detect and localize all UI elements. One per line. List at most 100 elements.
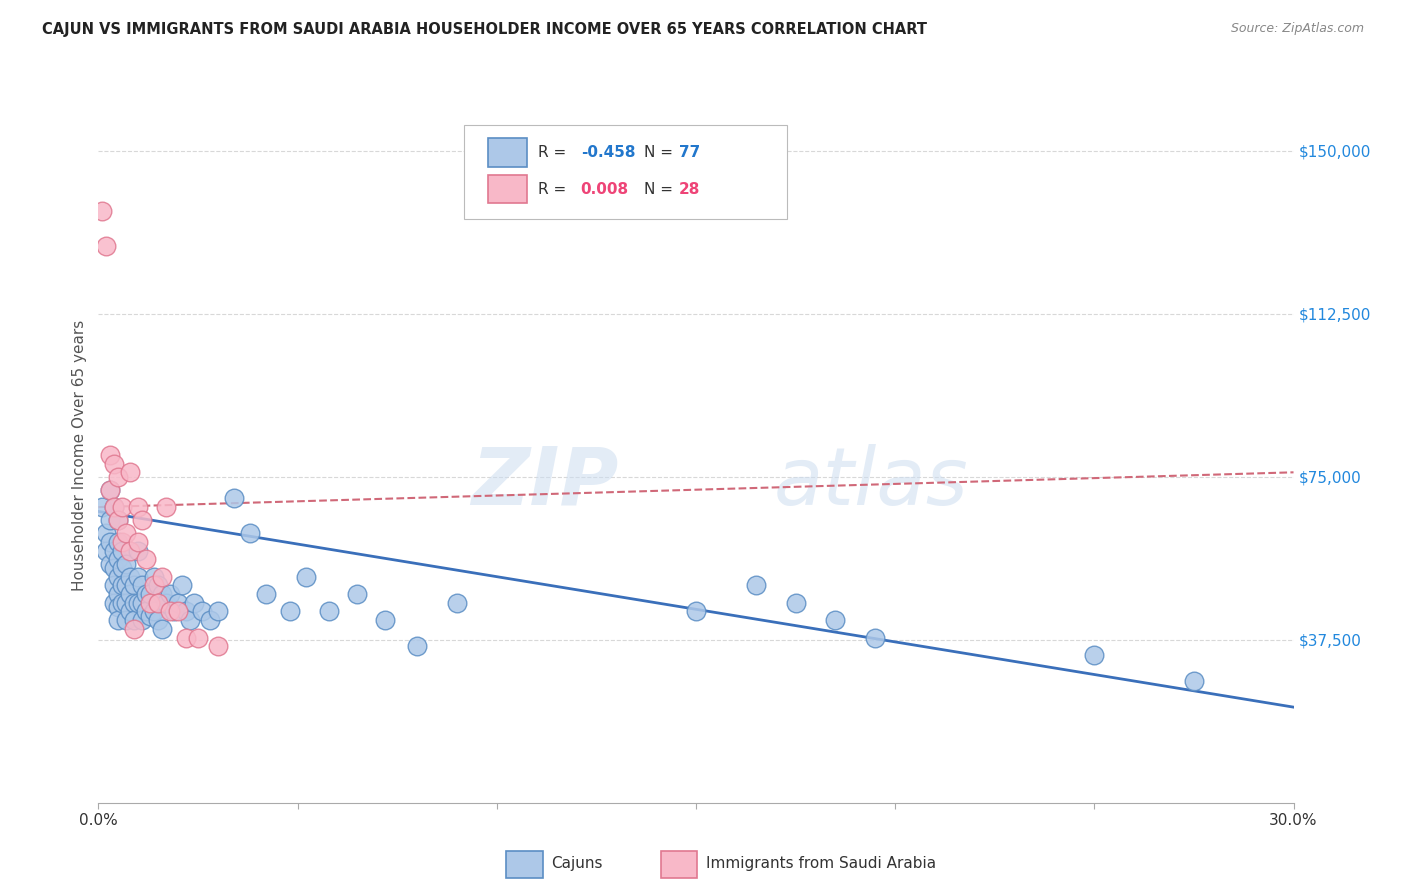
Point [143, 570, 166, 584]
Point [207, 605, 229, 619]
Point [294, 570, 316, 584]
Point [91, 204, 114, 219]
Point [107, 613, 129, 627]
Text: CAJUN VS IMMIGRANTS FROM SAUDI ARABIA HOUSEHOLDER INCOME OVER 65 YEARS CORRELATI: CAJUN VS IMMIGRANTS FROM SAUDI ARABIA HO… [42, 22, 927, 37]
Point [107, 535, 129, 549]
Point [135, 587, 157, 601]
Point [115, 578, 138, 592]
Point [107, 587, 129, 601]
Point [107, 513, 129, 527]
Text: 0.008: 0.008 [581, 182, 628, 196]
Point [111, 561, 134, 575]
Point [103, 457, 125, 471]
Point [111, 596, 134, 610]
Point [346, 587, 368, 601]
Point [124, 578, 146, 592]
Point [124, 596, 146, 610]
Point [167, 596, 190, 610]
Point [150, 587, 173, 601]
Point [406, 639, 429, 653]
Point [124, 622, 146, 636]
Point [124, 613, 146, 627]
Point [107, 513, 129, 527]
Point [318, 605, 340, 619]
Point [254, 587, 277, 601]
Point [91, 500, 114, 514]
Point [103, 561, 125, 575]
Point [96, 526, 118, 541]
Point [127, 596, 149, 610]
Point [103, 596, 125, 610]
Point [135, 605, 157, 619]
Point [685, 605, 707, 619]
Point [143, 578, 166, 592]
Point [863, 631, 886, 645]
Point [120, 605, 142, 619]
Point [115, 526, 138, 541]
Point [127, 543, 149, 558]
Text: 77: 77 [679, 145, 700, 160]
Point [111, 535, 134, 549]
Point [745, 578, 768, 592]
Point [103, 500, 125, 514]
Point [107, 600, 129, 615]
Point [785, 596, 807, 610]
Text: R =: R = [538, 145, 572, 160]
Point [139, 608, 162, 623]
Point [131, 613, 153, 627]
Point [135, 552, 157, 566]
Point [103, 578, 125, 592]
Point [107, 469, 129, 483]
Text: R =: R = [538, 182, 572, 196]
Text: 28: 28 [679, 182, 700, 196]
Point [172, 578, 194, 592]
Point [115, 557, 138, 571]
Text: -0.458: -0.458 [581, 145, 636, 160]
Point [131, 513, 153, 527]
Point [103, 500, 125, 514]
Point [127, 500, 149, 514]
Point [207, 639, 229, 653]
Point [174, 605, 197, 619]
Point [120, 543, 142, 558]
Point [131, 578, 153, 592]
Point [111, 543, 134, 558]
Point [148, 613, 170, 627]
Point [115, 613, 138, 627]
Point [107, 552, 129, 566]
Point [446, 596, 468, 610]
Point [111, 500, 134, 514]
Point [163, 605, 186, 619]
Point [98, 513, 122, 527]
Point [98, 448, 122, 462]
Y-axis label: Householder Income Over 65 years: Householder Income Over 65 years [72, 319, 87, 591]
Point [120, 466, 142, 480]
Point [120, 570, 142, 584]
Point [96, 543, 118, 558]
Point [111, 578, 134, 592]
Point [278, 605, 301, 619]
Text: ZIP: ZIP [471, 443, 619, 522]
Point [187, 631, 209, 645]
Point [1083, 648, 1105, 662]
Point [148, 596, 170, 610]
Text: Immigrants from Saudi Arabia: Immigrants from Saudi Arabia [706, 856, 936, 871]
Point [96, 239, 118, 253]
Point [198, 613, 221, 627]
Text: Cajuns: Cajuns [551, 856, 603, 871]
Point [139, 587, 162, 601]
Point [127, 570, 149, 584]
Point [107, 570, 129, 584]
Point [374, 613, 396, 627]
Point [239, 526, 262, 541]
Point [98, 483, 122, 497]
Point [120, 587, 142, 601]
Point [159, 587, 181, 601]
Point [183, 596, 205, 610]
Point [179, 613, 201, 627]
Point [98, 483, 122, 497]
Text: atlas: atlas [773, 443, 969, 522]
Text: N =: N = [644, 182, 678, 196]
Point [143, 605, 166, 619]
Point [148, 578, 170, 592]
